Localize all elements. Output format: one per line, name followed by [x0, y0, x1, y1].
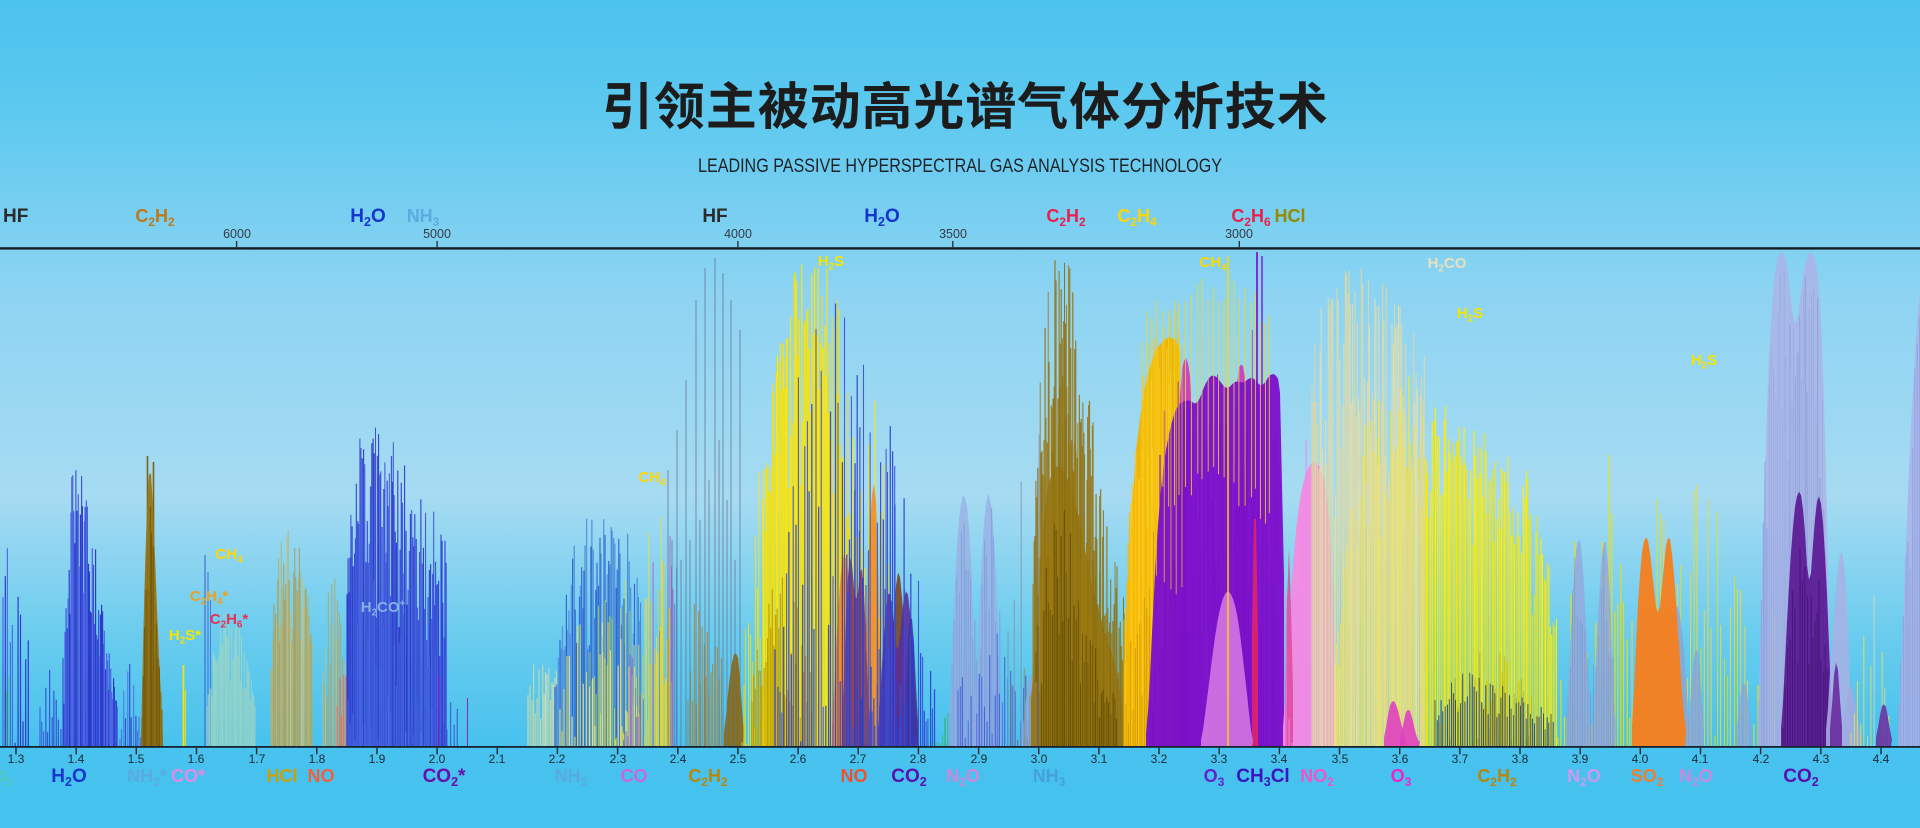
svg-text:NH3: NH3 — [407, 206, 440, 229]
svg-text:3.8: 3.8 — [1512, 752, 1529, 766]
svg-text:2.4: 2.4 — [670, 752, 687, 766]
svg-text:O3: O3 — [1204, 766, 1225, 789]
svg-text:N2O: N2O — [1679, 766, 1713, 789]
svg-text:3.5: 3.5 — [1332, 752, 1349, 766]
svg-text:H2S: H2S — [818, 253, 844, 272]
svg-text:HF: HF — [3, 206, 28, 227]
svg-text:NH3: NH3 — [555, 766, 588, 789]
svg-text:NH3*: NH3* — [127, 766, 167, 789]
svg-text:NO: NO — [308, 766, 335, 786]
svg-text:2.7: 2.7 — [850, 752, 867, 766]
svg-text:C2H2: C2H2 — [1046, 206, 1086, 229]
svg-text:4.4: 4.4 — [1873, 752, 1890, 766]
svg-text:2.1: 2.1 — [489, 752, 506, 766]
svg-text:C2H2: C2H2 — [1477, 766, 1517, 789]
svg-text:NO: NO — [841, 766, 868, 786]
svg-text:H2O: H2O — [864, 206, 899, 229]
svg-text:C2H2: C2H2 — [135, 206, 175, 229]
svg-text:3.7: 3.7 — [1452, 752, 1469, 766]
svg-text:H2S: H2S — [1691, 352, 1717, 371]
svg-text:CO2*: CO2* — [423, 766, 466, 789]
svg-text:NH3: NH3 — [1033, 766, 1066, 789]
svg-text:CO*: CO* — [171, 766, 205, 786]
svg-text:HF: HF — [702, 206, 727, 227]
svg-text:SO2: SO2 — [1631, 766, 1664, 789]
svg-text:N2O: N2O — [946, 766, 980, 789]
svg-text:4.3: 4.3 — [1813, 752, 1830, 766]
svg-text:CH3Cl: CH3Cl — [1236, 766, 1289, 789]
svg-text:HCl: HCl — [267, 766, 298, 786]
svg-text:1.7: 1.7 — [249, 752, 266, 766]
svg-text:HCl: HCl — [1275, 206, 1306, 226]
svg-text:N2O: N2O — [1567, 766, 1601, 789]
svg-text:2.8: 2.8 — [910, 752, 927, 766]
svg-text:H2S*: H2S* — [169, 627, 201, 646]
svg-text:CO2: CO2 — [891, 766, 927, 789]
svg-text:2.5: 2.5 — [730, 752, 747, 766]
svg-text:3000: 3000 — [1225, 227, 1253, 241]
svg-text:3.9: 3.9 — [1572, 752, 1589, 766]
svg-text:H2O: H2O — [51, 766, 86, 789]
svg-text:3.0: 3.0 — [1031, 752, 1048, 766]
svg-text:1.8: 1.8 — [309, 752, 326, 766]
svg-text:5000: 5000 — [423, 227, 451, 241]
svg-text:4.2: 4.2 — [1753, 752, 1770, 766]
svg-text:CH4: CH4 — [215, 546, 243, 565]
svg-text:3.2: 3.2 — [1151, 752, 1168, 766]
svg-text:2.9: 2.9 — [971, 752, 988, 766]
svg-text:H2S: H2S — [1457, 305, 1483, 324]
svg-text:LEADING PASSIVE HYPERSPECTRAL: LEADING PASSIVE HYPERSPECTRAL GAS ANALYS… — [698, 156, 1222, 177]
svg-text:O3: O3 — [1391, 766, 1412, 789]
svg-text:NO2: NO2 — [1300, 766, 1334, 789]
svg-text:2.3: 2.3 — [610, 752, 627, 766]
svg-text:C2H4: C2H4 — [1117, 206, 1157, 229]
svg-text:6000: 6000 — [223, 227, 251, 241]
svg-text:4.0: 4.0 — [1632, 752, 1649, 766]
svg-text:2.0: 2.0 — [429, 752, 446, 766]
svg-text:4000: 4000 — [724, 227, 752, 241]
svg-text:1.3: 1.3 — [8, 752, 25, 766]
svg-text:CH4: CH4 — [1199, 254, 1227, 273]
svg-text:CO: CO — [621, 766, 648, 786]
svg-text:4.1: 4.1 — [1692, 752, 1709, 766]
svg-text:C2H6: C2H6 — [1231, 206, 1271, 229]
svg-text:C2H6*: C2H6* — [210, 611, 249, 630]
svg-text:3500: 3500 — [939, 227, 967, 241]
svg-text:H2O: H2O — [350, 206, 385, 229]
svg-text:O2: O2 — [0, 767, 13, 789]
svg-text:1.4: 1.4 — [68, 752, 85, 766]
svg-text:3.6: 3.6 — [1392, 752, 1409, 766]
svg-text:3.1: 3.1 — [1091, 752, 1108, 766]
svg-text:3.4: 3.4 — [1271, 752, 1288, 766]
svg-text:1.9: 1.9 — [369, 752, 386, 766]
svg-text:CH4: CH4 — [638, 469, 666, 488]
svg-text:1.5: 1.5 — [128, 752, 145, 766]
svg-text:3.3: 3.3 — [1211, 752, 1228, 766]
svg-text:2.6: 2.6 — [790, 752, 807, 766]
svg-text:H2CO: H2CO — [1428, 255, 1467, 274]
svg-text:CO2: CO2 — [1783, 766, 1819, 789]
svg-text:C2H2: C2H2 — [688, 766, 728, 789]
svg-text:C2H4*: C2H4* — [190, 588, 229, 607]
svg-text:2.2: 2.2 — [549, 752, 566, 766]
svg-text:H2CO+: H2CO+ — [361, 598, 406, 618]
svg-text:1.6: 1.6 — [188, 752, 205, 766]
